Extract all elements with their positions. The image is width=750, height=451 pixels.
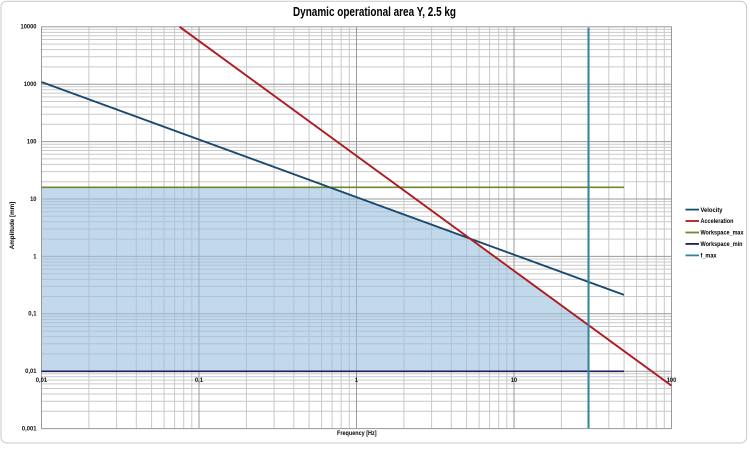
svg-text:0,1: 0,1	[28, 311, 37, 318]
svg-text:0,1: 0,1	[195, 377, 204, 384]
svg-text:0,001: 0,001	[22, 426, 37, 433]
svg-text:1: 1	[355, 377, 359, 384]
svg-text:Dynamic operational area Y, 2.: Dynamic operational area Y, 2.5 kg	[293, 4, 456, 19]
svg-text:0,01: 0,01	[25, 368, 37, 375]
svg-text:10000: 10000	[21, 24, 37, 31]
svg-text:Velocity: Velocity	[701, 207, 723, 214]
svg-text:0,01: 0,01	[36, 377, 48, 384]
svg-text:Workspace_max: Workspace_max	[701, 230, 744, 237]
svg-text:1: 1	[33, 253, 37, 260]
svg-text:100: 100	[27, 139, 37, 146]
svg-text:10: 10	[30, 196, 37, 203]
svg-text:10: 10	[511, 377, 518, 384]
svg-text:Frequency [Hz]: Frequency [Hz]	[337, 430, 377, 437]
svg-text:Workspace_min: Workspace_min	[701, 241, 743, 248]
svg-text:1000: 1000	[24, 81, 37, 88]
svg-text:100: 100	[667, 377, 677, 384]
svg-text:Acceleration: Acceleration	[701, 218, 734, 225]
svg-text:f_max: f_max	[701, 253, 717, 260]
svg-text:Amplitude [mm]: Amplitude [mm]	[9, 202, 16, 250]
